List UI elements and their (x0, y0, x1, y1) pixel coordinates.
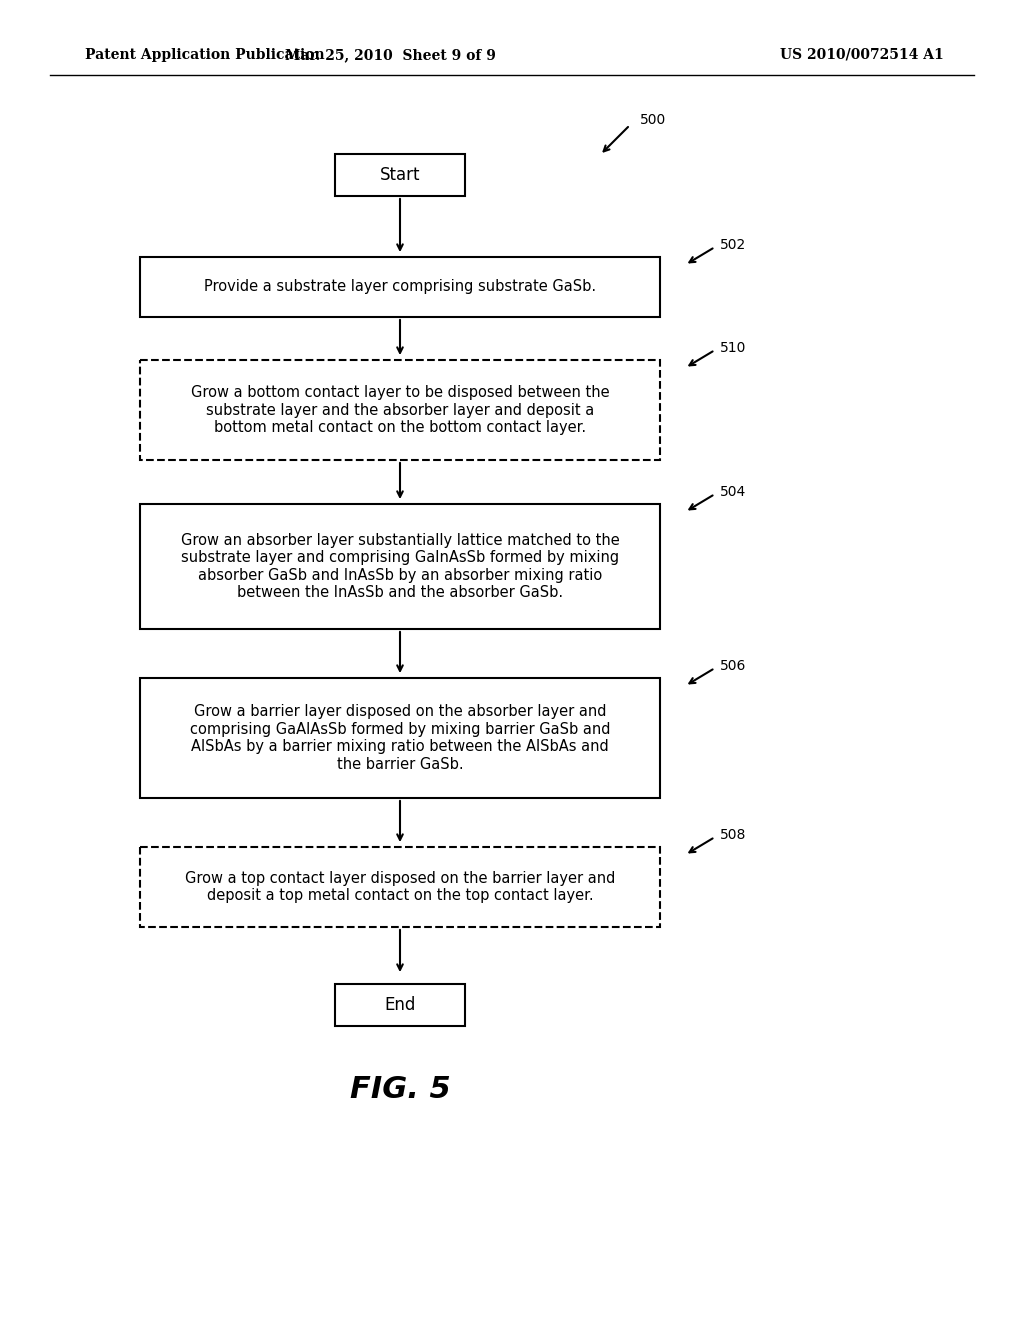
Text: Provide a substrate layer comprising substrate GaSb.: Provide a substrate layer comprising sub… (204, 280, 596, 294)
Text: Grow a bottom contact layer to be disposed between the
substrate layer and the a: Grow a bottom contact layer to be dispos… (190, 385, 609, 434)
FancyBboxPatch shape (335, 983, 465, 1026)
Text: Grow a barrier layer disposed on the absorber layer and
comprising GaAlAsSb form: Grow a barrier layer disposed on the abs… (189, 705, 610, 772)
Text: Patent Application Publication: Patent Application Publication (85, 48, 325, 62)
Text: 506: 506 (720, 659, 746, 673)
Text: 502: 502 (720, 238, 746, 252)
Text: US 2010/0072514 A1: US 2010/0072514 A1 (780, 48, 944, 62)
Text: 500: 500 (640, 114, 667, 127)
FancyBboxPatch shape (140, 360, 660, 459)
FancyBboxPatch shape (140, 847, 660, 927)
Text: Grow a top contact layer disposed on the barrier layer and
deposit a top metal c: Grow a top contact layer disposed on the… (184, 871, 615, 903)
FancyBboxPatch shape (140, 257, 660, 317)
Text: FIG. 5: FIG. 5 (349, 1076, 451, 1105)
Text: 510: 510 (720, 341, 746, 355)
Text: 504: 504 (720, 484, 746, 499)
FancyBboxPatch shape (140, 504, 660, 630)
Text: 508: 508 (720, 828, 746, 842)
Text: Grow an absorber layer substantially lattice matched to the
substrate layer and : Grow an absorber layer substantially lat… (180, 533, 620, 601)
FancyBboxPatch shape (140, 678, 660, 799)
Text: End: End (384, 997, 416, 1014)
Text: Mar. 25, 2010  Sheet 9 of 9: Mar. 25, 2010 Sheet 9 of 9 (285, 48, 496, 62)
Text: Start: Start (380, 166, 420, 183)
FancyBboxPatch shape (335, 154, 465, 195)
